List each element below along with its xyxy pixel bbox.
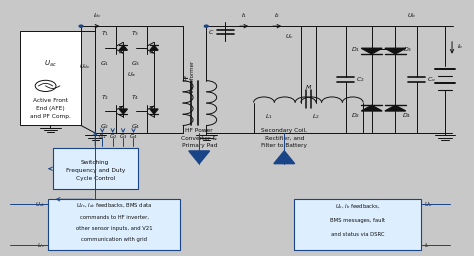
Text: $T_1$: $T_1$ — [100, 29, 109, 38]
Text: $T_4$: $T_4$ — [131, 93, 139, 102]
Text: $U_{dc}$: $U_{dc}$ — [35, 200, 46, 209]
Text: $I_b$: $I_b$ — [424, 241, 429, 250]
Text: $G_3$: $G_3$ — [131, 59, 140, 68]
Text: $D_1$: $D_1$ — [351, 45, 360, 54]
Text: $I_{dc}$: $I_{dc}$ — [37, 241, 46, 250]
Text: $G_1$: $G_1$ — [98, 132, 107, 141]
Text: Converter &: Converter & — [181, 136, 217, 141]
Text: $C$: $C$ — [209, 28, 215, 36]
Text: $I_{dc}$: $I_{dc}$ — [93, 12, 102, 20]
Polygon shape — [119, 45, 128, 50]
Text: HF
Transformer: HF Transformer — [184, 60, 195, 94]
Polygon shape — [385, 105, 406, 111]
Polygon shape — [150, 109, 158, 114]
Text: $U_{dc}$: $U_{dc}$ — [79, 62, 91, 71]
Text: $U_{dc}$, $I_{dc}$ feedbacks, BMS data: $U_{dc}$, $I_{dc}$ feedbacks, BMS data — [76, 201, 152, 210]
Polygon shape — [385, 48, 406, 54]
Text: $G_4$: $G_4$ — [131, 122, 140, 131]
Circle shape — [79, 25, 83, 27]
Text: $U_a$: $U_a$ — [128, 70, 137, 79]
Text: $U_b$, $I_b$ feedbacks,: $U_b$, $I_b$ feedbacks, — [335, 202, 380, 211]
Polygon shape — [361, 105, 382, 111]
Text: $T_3$: $T_3$ — [131, 29, 139, 38]
Text: Rectifier, and: Rectifier, and — [264, 136, 304, 141]
Text: Primary Pad: Primary Pad — [182, 143, 217, 148]
Text: HF Power: HF Power — [185, 128, 213, 133]
Text: $D_4$: $D_4$ — [402, 111, 412, 120]
Circle shape — [204, 25, 208, 27]
Polygon shape — [119, 109, 128, 114]
Bar — [53, 148, 138, 189]
Text: $L_2$: $L_2$ — [312, 112, 320, 121]
Text: $G_1$: $G_1$ — [100, 59, 109, 68]
Text: other sensor inputs, and V21: other sensor inputs, and V21 — [76, 226, 153, 231]
Polygon shape — [189, 151, 210, 164]
Text: $T_2$: $T_2$ — [100, 93, 109, 102]
Text: $U_b$: $U_b$ — [424, 200, 432, 209]
Text: $I_1$: $I_1$ — [241, 12, 247, 20]
Text: $U_b$: $U_b$ — [407, 12, 417, 20]
Bar — [48, 199, 180, 250]
Text: $U_{ac}$: $U_{ac}$ — [44, 59, 57, 69]
Text: Cycle Control: Cycle Control — [75, 176, 115, 182]
Polygon shape — [361, 48, 382, 54]
Text: $D_3$: $D_3$ — [402, 45, 412, 54]
Text: $L_1$: $L_1$ — [265, 112, 273, 121]
Text: BMS messages, fault: BMS messages, fault — [330, 218, 385, 223]
Text: Switching: Switching — [81, 160, 109, 165]
Text: End (AFE): End (AFE) — [36, 106, 64, 111]
Text: $G_2$: $G_2$ — [100, 122, 109, 131]
Text: Filter to Battery: Filter to Battery — [261, 143, 307, 148]
Text: commands to HF inverter,: commands to HF inverter, — [80, 214, 149, 219]
Text: Secondary Coil,: Secondary Coil, — [261, 128, 307, 133]
Text: $G_4$: $G_4$ — [129, 132, 138, 141]
Text: $G_3$: $G_3$ — [119, 132, 128, 141]
Text: $C_o$: $C_o$ — [427, 75, 436, 84]
Text: $C_2$: $C_2$ — [356, 75, 365, 84]
Bar — [294, 199, 421, 250]
Text: $G_2$: $G_2$ — [109, 132, 117, 141]
Text: and PF Comp.: and PF Comp. — [30, 114, 71, 120]
Text: communication with grid: communication with grid — [81, 237, 147, 242]
Text: $I_2$: $I_2$ — [274, 12, 280, 20]
Polygon shape — [274, 151, 295, 164]
Text: $D_2$: $D_2$ — [351, 111, 360, 120]
Text: Active Front: Active Front — [33, 98, 68, 102]
Bar — [19, 31, 81, 125]
Text: Frequency and Duty: Frequency and Duty — [65, 168, 125, 173]
Text: $M$: $M$ — [305, 83, 312, 91]
Text: and status via DSRC: and status via DSRC — [331, 232, 384, 237]
Text: $I_b$: $I_b$ — [457, 42, 463, 51]
Polygon shape — [150, 45, 158, 50]
Text: $U_c$: $U_c$ — [284, 32, 293, 41]
